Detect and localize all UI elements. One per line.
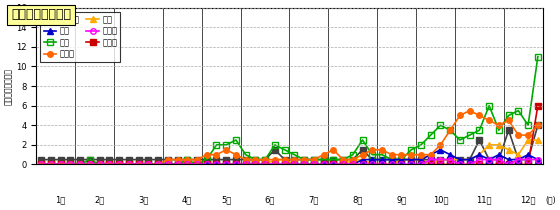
西条 — [213, 163, 220, 166]
松山市 — [272, 158, 278, 161]
八幡浜 — [272, 163, 278, 166]
Text: 1月: 1月 — [55, 196, 66, 205]
松山市 — [505, 119, 512, 122]
西条 — [38, 163, 45, 166]
宇和島 — [359, 163, 366, 166]
Text: 12月: 12月 — [520, 196, 536, 205]
宇和島 — [496, 163, 502, 166]
Text: 8月: 8月 — [352, 196, 363, 205]
中予 — [38, 163, 45, 166]
西条 — [77, 163, 83, 166]
八幡浜 — [534, 158, 541, 161]
Text: 保健所別発生動向: 保健所別発生動向 — [11, 8, 71, 21]
Text: 2月: 2月 — [95, 196, 105, 205]
中予 — [340, 163, 347, 166]
Text: 7月: 7月 — [309, 196, 319, 205]
Text: 10月: 10月 — [433, 196, 448, 205]
八幡浜 — [213, 163, 220, 166]
Line: 松山市: 松山市 — [39, 108, 540, 167]
今治 — [496, 129, 502, 131]
宇和島 — [213, 163, 220, 166]
Line: 今治: 今治 — [38, 53, 542, 168]
中予 — [359, 158, 366, 161]
Text: (週): (週) — [545, 196, 556, 205]
今治 — [359, 139, 366, 141]
今治 — [272, 144, 278, 146]
Text: 11月: 11月 — [477, 196, 492, 205]
四国中央 — [534, 124, 541, 127]
宇和島 — [272, 163, 278, 166]
Line: 八幡浜: 八幡浜 — [39, 157, 540, 167]
西条 — [437, 148, 444, 151]
中予 — [534, 139, 541, 141]
中予 — [213, 163, 220, 166]
Text: 5月: 5月 — [221, 196, 231, 205]
松山市 — [213, 154, 220, 156]
八幡浜 — [77, 163, 83, 166]
Text: 4月: 4月 — [182, 196, 193, 205]
松山市 — [534, 124, 541, 127]
四国中央 — [340, 158, 347, 161]
宇和島 — [534, 104, 541, 107]
Y-axis label: 定点当たり報告数: 定点当たり報告数 — [4, 68, 13, 105]
西条 — [272, 163, 278, 166]
四国中央 — [359, 148, 366, 151]
Line: 西条: 西条 — [39, 147, 540, 167]
Text: 3月: 3月 — [138, 196, 148, 205]
Text: 9月: 9月 — [396, 196, 407, 205]
中予 — [77, 163, 83, 166]
四国中央 — [213, 158, 220, 161]
宇和島 — [38, 163, 45, 166]
今治 — [534, 55, 541, 58]
今治 — [38, 163, 45, 166]
Text: 6月: 6月 — [265, 196, 275, 205]
宇和島 — [77, 163, 83, 166]
Line: 中予: 中予 — [39, 137, 540, 167]
松山市 — [340, 158, 347, 161]
西条 — [534, 158, 541, 161]
八幡浜 — [340, 163, 347, 166]
松山市 — [38, 163, 45, 166]
四国中央 — [496, 158, 502, 161]
八幡浜 — [505, 163, 512, 166]
西条 — [505, 158, 512, 161]
松山市 — [77, 163, 83, 166]
四国中央 — [77, 158, 83, 161]
Line: 四国中央: 四国中央 — [39, 122, 540, 162]
中予 — [525, 139, 531, 141]
今治 — [77, 163, 83, 166]
中予 — [496, 144, 502, 146]
四国中央 — [38, 158, 45, 161]
宇和島 — [340, 163, 347, 166]
Legend: 四国中央, 西条, 今治, 松山市, 中予, 八幡浜, 宇和島: 四国中央, 西条, 今治, 松山市, 中予, 八幡浜, 宇和島 — [40, 12, 120, 62]
西条 — [359, 158, 366, 161]
今治 — [340, 158, 347, 161]
中予 — [272, 158, 278, 161]
Line: 宇和島: 宇和島 — [39, 103, 540, 167]
八幡浜 — [427, 158, 434, 161]
今治 — [213, 144, 220, 146]
松山市 — [466, 109, 473, 112]
八幡浜 — [38, 163, 45, 166]
四国中央 — [272, 148, 278, 151]
松山市 — [359, 154, 366, 156]
八幡浜 — [359, 163, 366, 166]
西条 — [340, 163, 347, 166]
